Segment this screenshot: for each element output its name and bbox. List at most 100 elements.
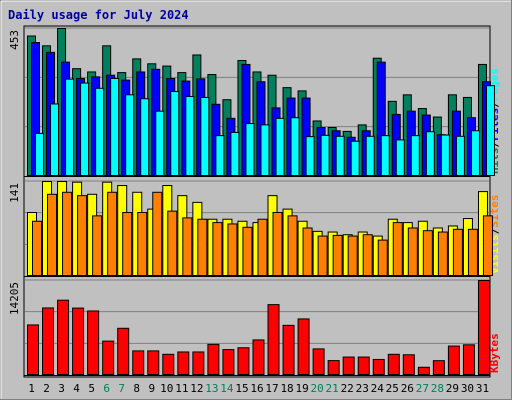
bar-pages-day-17 <box>275 117 285 176</box>
bar-pages-day-11 <box>185 95 195 176</box>
bar-kbytes-day-13 <box>207 343 220 376</box>
x-tick-label-day-29: 29 <box>446 382 459 395</box>
panel-top-ymax-label: 453 <box>8 30 21 50</box>
bar-kbytes-day-7 <box>117 327 130 376</box>
bar-pages-day-22 <box>350 140 360 176</box>
bar-sites-day-4 <box>77 195 88 277</box>
bar-kbytes-day-8 <box>132 350 145 375</box>
bar-pages-day-19 <box>305 136 315 176</box>
bar-kbytes-day-14 <box>222 349 235 375</box>
x-tick-label-day-18: 18 <box>280 382 293 395</box>
bar-pages-day-15 <box>245 123 255 176</box>
panel-bottom-legend: KBytes <box>488 333 501 373</box>
bar-pages-day-30 <box>470 130 480 176</box>
x-tick-label-day-7: 7 <box>118 382 125 395</box>
bar-sites-day-19 <box>302 227 313 277</box>
bar-pages-day-21 <box>335 135 345 177</box>
bar-pages-day-10 <box>170 91 180 176</box>
bar-kbytes-day-5 <box>87 310 100 375</box>
bar-sites-day-1 <box>32 220 42 276</box>
x-tick-label-day-31: 31 <box>476 382 489 395</box>
bar-pages-day-4 <box>80 82 90 176</box>
bar-sites-day-21 <box>332 234 343 276</box>
bar-kbytes-day-6 <box>102 340 115 376</box>
bar-kbytes-day-22 <box>342 356 355 376</box>
x-tick-label-day-16: 16 <box>250 382 263 395</box>
bar-kbytes-day-21 <box>327 360 340 376</box>
bar-kbytes-day-2 <box>42 307 55 376</box>
bar-sites-day-25 <box>392 222 403 276</box>
bar-sites-day-23 <box>362 234 373 276</box>
bar-sites-day-7 <box>122 211 133 276</box>
bar-sites-day-17 <box>272 211 283 276</box>
bar-pages-day-29 <box>455 135 465 177</box>
x-tick-label-day-24: 24 <box>371 382 385 395</box>
x-tick-label-day-3: 3 <box>58 382 65 395</box>
bar-sites-day-12 <box>197 218 208 277</box>
bar-pages-day-14 <box>230 131 240 177</box>
bar-kbytes-day-30 <box>462 344 475 376</box>
x-tick-label-day-22: 22 <box>341 382 354 395</box>
legend-separator: / <box>488 227 501 234</box>
x-tick-label-day-5: 5 <box>88 382 95 395</box>
bar-kbytes-day-19 <box>297 318 310 375</box>
bar-kbytes-day-17 <box>267 304 280 375</box>
bar-kbytes-day-3 <box>57 299 70 375</box>
bar-kbytes-day-1 <box>27 324 39 375</box>
bar-sites-day-15 <box>242 226 253 276</box>
bar-sites-day-3 <box>62 191 73 276</box>
bar-sites-day-13 <box>212 222 223 276</box>
x-tick-label-day-25: 25 <box>386 382 399 395</box>
bar-pages-day-8 <box>140 98 150 176</box>
bar-kbytes-day-23 <box>357 356 370 376</box>
bar-sites-day-26 <box>407 227 418 277</box>
bar-sites-day-18 <box>287 215 298 277</box>
bar-pages-day-7 <box>125 94 135 176</box>
bar-sites-day-14 <box>227 223 238 276</box>
bar-pages-day-9 <box>155 110 165 176</box>
x-tick-label-day-13: 13 <box>205 382 218 395</box>
bar-kbytes-day-28 <box>432 360 445 375</box>
panel-top: 453Hits/Files/Pages <box>8 27 501 177</box>
bar-pages-day-6 <box>110 77 120 176</box>
bar-sites-day-22 <box>347 235 358 276</box>
x-tick-label-day-20: 20 <box>311 382 324 395</box>
bar-pages-day-24 <box>380 135 390 176</box>
bar-sites-day-9 <box>152 191 163 276</box>
panel-bottom-ymax-label: 14205 <box>8 282 21 315</box>
bar-pages-day-23 <box>365 135 375 177</box>
x-tick-label-day-6: 6 <box>103 382 110 395</box>
x-tick-label-day-2: 2 <box>43 382 50 395</box>
x-tick-label-day-27: 27 <box>416 382 429 395</box>
bar-kbytes-day-29 <box>447 345 460 375</box>
bar-pages-day-2 <box>50 103 60 176</box>
x-tick-label-day-15: 15 <box>235 382 248 395</box>
bar-sites-day-29 <box>452 228 463 277</box>
bar-sites-day-11 <box>182 217 193 276</box>
bar-pages-day-25 <box>395 139 405 176</box>
bar-sites-day-31 <box>482 215 493 277</box>
bar-sites-day-8 <box>137 211 148 276</box>
bar-kbytes-day-15 <box>237 347 250 376</box>
bar-pages-day-26 <box>410 135 420 176</box>
bar-kbytes-day-16 <box>252 339 265 376</box>
bar-kbytes-day-10 <box>162 353 175 375</box>
x-tick-label-day-14: 14 <box>220 382 234 395</box>
x-tick-label-day-19: 19 <box>295 382 308 395</box>
bar-pages-day-31 <box>485 85 495 176</box>
x-tick-label-day-28: 28 <box>431 382 444 395</box>
bar-kbytes-day-31 <box>477 280 490 375</box>
bar-pages-day-3 <box>65 78 75 176</box>
panel-middle-ymax-label: 141 <box>8 183 21 203</box>
bar-sites-day-6 <box>107 191 118 276</box>
bar-sites-day-5 <box>92 215 103 277</box>
x-tick-label-day-4: 4 <box>73 382 80 395</box>
bar-pages-day-18 <box>290 117 300 176</box>
bar-pages-day-5 <box>95 87 105 176</box>
bar-kbytes-day-27 <box>417 366 430 375</box>
x-tick-label-day-26: 26 <box>401 382 414 395</box>
x-tick-label-day-8: 8 <box>133 382 140 395</box>
bar-kbytes-day-4 <box>72 307 85 376</box>
